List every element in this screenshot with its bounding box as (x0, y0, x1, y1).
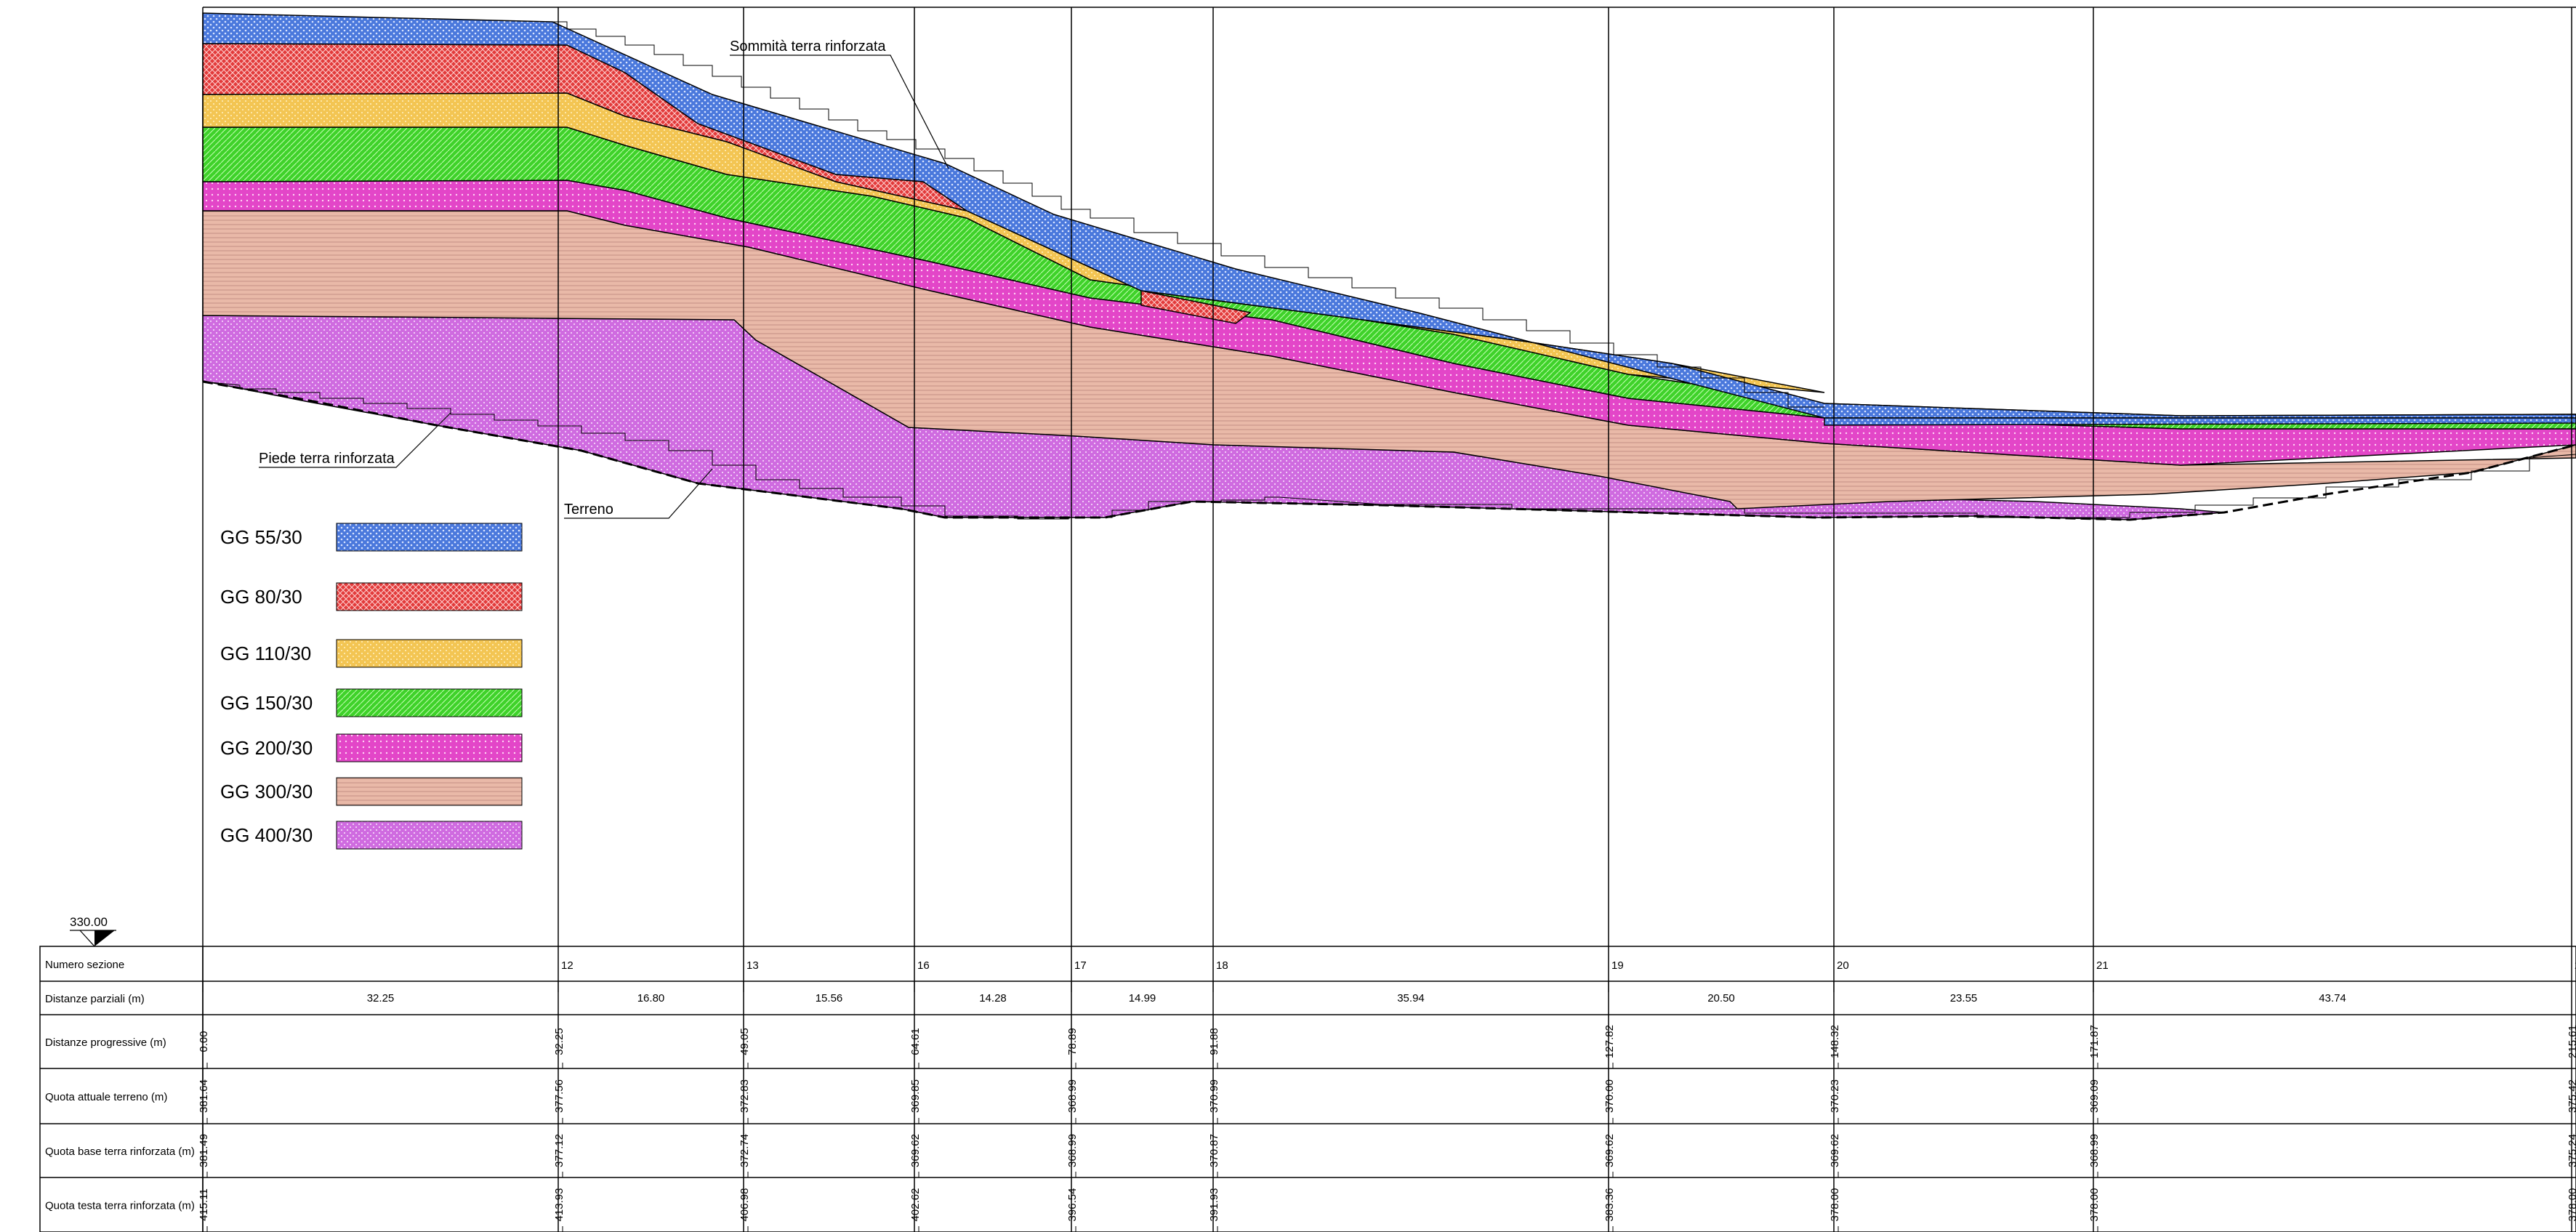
progressive-distance: 78.89 (1066, 1028, 1079, 1055)
legend: GG 55/30 GG 80/30 GG 110/30 GG 150/30 GG 200… (220, 523, 523, 850)
progressive-distance: 215.61 (2567, 1025, 2576, 1058)
partial-distance: 23.55 (1950, 992, 1978, 1004)
quota-testa-value: 402.62 (909, 1188, 922, 1222)
quota-testa-value: 378.00 (2567, 1188, 2576, 1222)
quota-terreno-value: 370.23 (1829, 1079, 1841, 1113)
legend-label: GG 110/30 (220, 643, 311, 664)
partial-distance: 32.25 (367, 992, 395, 1004)
quota-testa-value: 413.93 (553, 1188, 565, 1222)
partial-distance: 43.74 (2319, 992, 2346, 1004)
quota-testa-value: 378.00 (1829, 1188, 1841, 1222)
section-number: 21 (2096, 959, 2109, 972)
quota-terreno-value: 377.56 (553, 1079, 565, 1113)
quota-terreno-value: 372.83 (738, 1079, 751, 1113)
partial-distance: 14.99 (1129, 992, 1156, 1004)
section-number: 2 (2575, 959, 2576, 972)
quota-base-value: 368.99 (2088, 1134, 2101, 1167)
quota-testa-value: 391.93 (1208, 1188, 1220, 1222)
sommita-label: Sommità terra rinforzata (730, 39, 886, 55)
quota-base-value: 368.99 (1066, 1134, 1079, 1167)
quota-terreno-value: 375.42 (2567, 1079, 2576, 1113)
section-number: 18 (1216, 959, 1228, 972)
piede-label: Piede terra rinforzata (259, 451, 395, 467)
partial-distance: 15.56 (816, 992, 843, 1004)
legend-swatch (336, 688, 523, 717)
terreno-label: Terreno (564, 502, 613, 518)
callout-sommita: Sommità terra rinforzata (730, 39, 949, 169)
reinforced-earth-layers (202, 12, 2576, 520)
quota-base-value: 381.49 (198, 1134, 210, 1167)
callout-terreno: Terreno (564, 468, 713, 519)
legend-swatch (336, 582, 523, 611)
quota-base-value: 369.62 (909, 1134, 922, 1167)
legend-swatch (336, 733, 523, 762)
legend-label: GG 200/30 (220, 737, 313, 759)
row-header: Quota attuale terreno (m) (45, 1091, 167, 1103)
quota-terreno-value: 370.99 (1208, 1079, 1220, 1113)
section-number: 13 (746, 959, 759, 972)
datum-value: 330.00 (70, 915, 108, 929)
quota-testa-value: 415.11 (198, 1188, 210, 1221)
progressive-distance: 49.05 (738, 1028, 751, 1055)
legend-label: GG 400/30 (220, 824, 313, 846)
legend-swatch (336, 777, 523, 806)
progressive-distance: 64.61 (909, 1028, 922, 1055)
datum-marker: 330.00 (70, 915, 116, 947)
quota-testa-value: 378.00 (2088, 1188, 2101, 1222)
quota-testa-value: 383.36 (1603, 1188, 1616, 1222)
legend-label: GG 300/30 (220, 781, 313, 802)
callout-piede: Piede terra rinforzata (259, 412, 451, 468)
progressive-distance: 148.32 (1829, 1025, 1841, 1058)
progressive-distance: 127.82 (1603, 1025, 1616, 1058)
row-header: Distanze parziali (m) (45, 993, 145, 1005)
legend-swatch (336, 821, 523, 850)
layer-gg80-lower (1140, 290, 1252, 324)
progressive-distance: 0.00 (198, 1031, 210, 1052)
layer-gg55-top (1824, 417, 2576, 426)
row-header: Quota base terra rinforzata (m) (45, 1146, 195, 1158)
quota-base-value: 375.24 (2567, 1134, 2576, 1167)
section-number: 16 (917, 959, 930, 972)
legend-label: GG 150/30 (220, 692, 313, 714)
quota-terreno-value: 369.09 (2088, 1079, 2101, 1113)
legend-swatch (336, 523, 523, 552)
section-number: 20 (1837, 959, 1849, 972)
quota-terreno-value: 369.85 (909, 1079, 922, 1113)
partial-distance: 14.28 (979, 992, 1007, 1004)
quota-base-value: 369.62 (1603, 1134, 1616, 1167)
section-number: 17 (1074, 959, 1087, 972)
quota-terreno-value: 381.64 (198, 1079, 210, 1113)
quota-base-value: 377.12 (553, 1134, 565, 1167)
partial-distance: 16.80 (637, 992, 665, 1004)
section-lines (558, 7, 2572, 1232)
progressive-distance: 91.88 (1208, 1028, 1220, 1055)
quota-testa-value: 406.98 (738, 1188, 751, 1222)
section-number: 12 (561, 959, 573, 972)
row-header: Distanze progressive (m) (45, 1036, 166, 1049)
data-table: Numero sezione Distanze parziali (m) Dista… (39, 946, 2576, 1232)
quota-base-value: 369.62 (1829, 1134, 1841, 1167)
quota-testa-value: 396.54 (1066, 1188, 1079, 1222)
legend-label: GG 55/30 (220, 526, 302, 548)
quota-terreno-value: 370.00 (1603, 1079, 1616, 1113)
progressive-distance: 32.25 (553, 1028, 565, 1055)
quota-base-value: 372.74 (738, 1134, 751, 1167)
section-number: 19 (1611, 959, 1624, 972)
row-header: Numero sezione (45, 959, 124, 971)
layer-gg55 (202, 12, 2576, 419)
quota-base-value: 370.87 (1208, 1134, 1220, 1167)
row-header: Quota testa terra rinforzata (m) (45, 1200, 195, 1212)
quota-terreno-value: 368.99 (1066, 1079, 1079, 1113)
legend-swatch (336, 639, 523, 668)
partial-distance: 35.94 (1397, 992, 1425, 1004)
progressive-distance: 171.87 (2088, 1025, 2101, 1058)
partial-distance: 20.50 (1707, 992, 1735, 1004)
legend-label: GG 80/30 (220, 586, 302, 608)
